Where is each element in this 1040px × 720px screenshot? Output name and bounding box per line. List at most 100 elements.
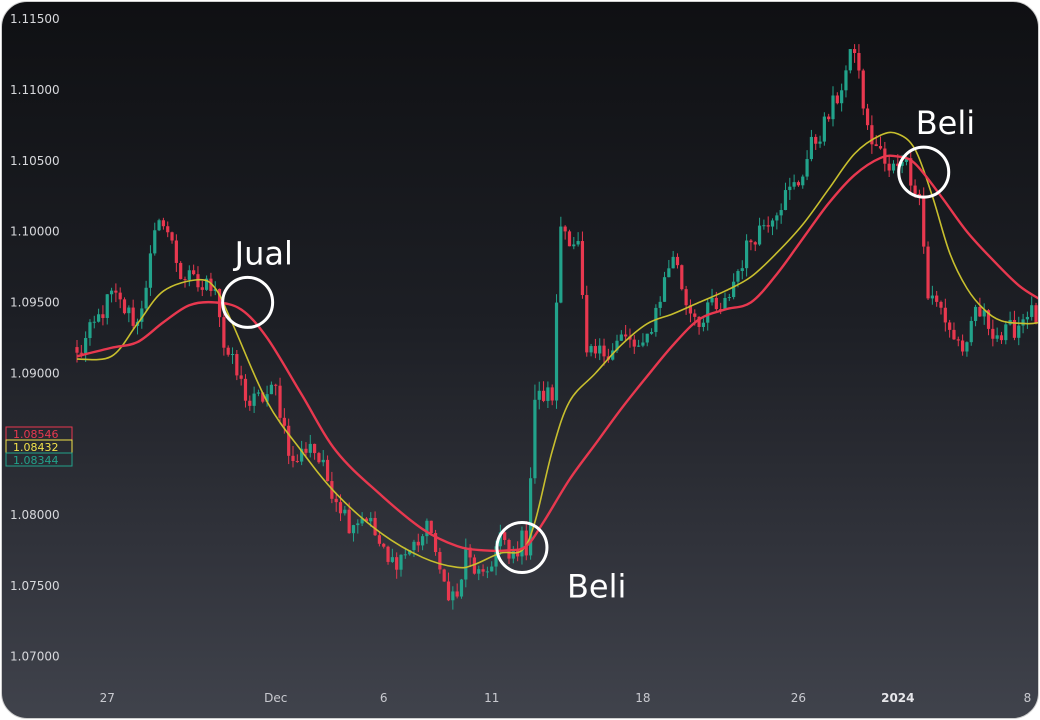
candle-body — [222, 317, 226, 348]
candle-body — [537, 390, 541, 400]
y-tick-label: 1.09500 — [10, 295, 60, 309]
moving-averages — [76, 131, 1038, 569]
candle-body — [922, 196, 926, 247]
candle-body — [809, 136, 813, 160]
candle-body — [97, 314, 101, 322]
x-tick-label: 26 — [791, 691, 806, 705]
candle-body — [619, 334, 623, 341]
candle-body — [559, 226, 563, 303]
x-tick-label: 6 — [380, 691, 388, 705]
candle-body — [226, 347, 230, 355]
y-tick-label: 1.08000 — [10, 508, 60, 522]
candle-body — [446, 581, 451, 601]
candle-body — [554, 302, 559, 401]
candle-body — [105, 294, 109, 318]
candle-body — [948, 322, 952, 330]
candle-body — [174, 240, 178, 263]
candle-body — [935, 295, 939, 302]
sma-fast-line — [76, 131, 1038, 569]
y-axis: 1.11500 1.11000 1.10500 1.10000 1.09500 1.090… — [10, 12, 60, 664]
candle-body — [1004, 324, 1008, 341]
candle-body — [732, 281, 736, 298]
candle-body — [468, 547, 472, 558]
candle-body — [762, 225, 766, 227]
candle-body — [230, 354, 235, 356]
x-tick-label: Dec — [264, 691, 287, 705]
candle-body — [1021, 319, 1025, 326]
candle-body — [788, 186, 792, 191]
candle-body — [753, 242, 757, 245]
x-tick-label: 2024 — [881, 691, 914, 705]
candle-body — [153, 230, 157, 254]
candle-body — [770, 220, 775, 227]
candle-body — [308, 443, 312, 453]
candle-body — [878, 146, 883, 149]
candle-body — [982, 310, 986, 317]
candle-body — [831, 95, 835, 120]
candle-body — [870, 125, 874, 145]
sma-slow-line — [76, 154, 1038, 553]
candle-body — [239, 375, 243, 379]
candle-body — [792, 182, 796, 187]
x-tick-label: 27 — [100, 691, 115, 705]
candle-body — [373, 517, 377, 536]
candle-body — [874, 144, 878, 147]
candle-body — [209, 278, 213, 291]
candle-body — [563, 226, 567, 232]
candle-body — [295, 461, 299, 463]
candle-body — [313, 443, 317, 454]
candle-body — [632, 339, 636, 347]
candle-body — [775, 215, 779, 221]
candle-body — [853, 49, 857, 54]
candle-body — [114, 290, 118, 293]
candle-body — [969, 320, 973, 343]
candle-body — [92, 321, 96, 323]
price-label: 1.08344 — [13, 454, 59, 467]
candle-body — [801, 176, 805, 186]
candle-body — [213, 288, 217, 291]
candle-body — [157, 220, 161, 231]
candle-body — [274, 384, 278, 386]
candle-body — [248, 400, 252, 406]
candle-body — [745, 240, 749, 269]
candle-body — [909, 158, 913, 186]
x-tick-label: 11 — [484, 691, 499, 705]
y-tick-label: 1.07000 — [10, 650, 60, 664]
candle-body — [900, 161, 904, 166]
candle-body — [490, 566, 494, 572]
candle-body — [624, 334, 628, 337]
candle-body — [593, 346, 597, 354]
y-tick-label: 1.10500 — [10, 154, 60, 168]
candle-body — [779, 210, 783, 216]
candle-body — [343, 509, 347, 514]
candle-body — [179, 262, 183, 280]
candle-body — [524, 530, 528, 556]
candle-body — [649, 332, 654, 334]
candle-body — [196, 274, 200, 288]
candle-body — [347, 509, 351, 534]
candle-body — [459, 579, 464, 597]
candle-body — [533, 399, 537, 479]
candle-body — [567, 231, 572, 247]
candle-body — [598, 345, 602, 354]
candle-body — [291, 455, 295, 462]
candle-body — [144, 287, 148, 309]
candle-body — [861, 70, 865, 109]
candle-body — [494, 546, 498, 567]
signal-label: Beli — [567, 568, 626, 606]
candle-body — [481, 569, 485, 572]
candle-body — [377, 535, 381, 544]
candle-body — [611, 350, 615, 360]
candle-body — [943, 307, 947, 323]
candle-body — [282, 417, 286, 426]
candle-body — [736, 271, 740, 282]
candle-body — [995, 335, 999, 339]
candle-body — [891, 163, 896, 171]
candle-body — [913, 185, 917, 194]
candle-body — [243, 378, 248, 401]
candle-body — [965, 342, 969, 352]
candle-body — [252, 393, 256, 406]
candle-body — [827, 116, 831, 120]
